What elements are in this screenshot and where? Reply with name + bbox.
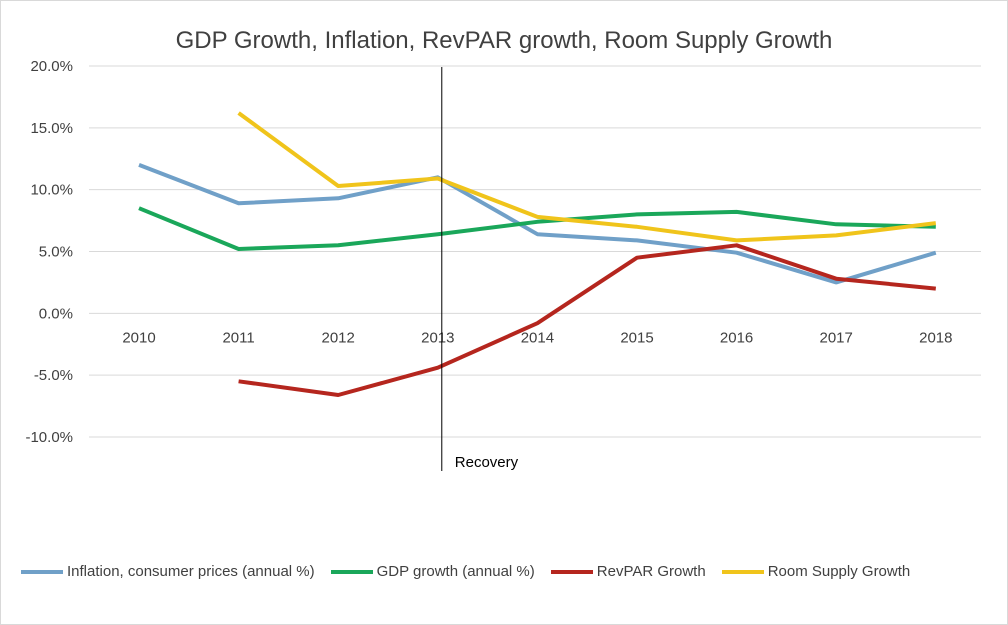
legend-swatch [21,569,63,574]
series-line-1 [138,206,936,251]
series-line-2 [238,243,936,397]
x-tick-label: 2010 [122,329,155,346]
chart-title: GDP Growth, Inflation, RevPAR growth, Ro… [175,27,833,54]
legend-label: Inflation, consumer prices (annual %) [67,563,315,580]
legend-item-3: Room Supply Growth [721,563,911,580]
x-tick-label: 2014 [521,329,554,346]
x-tick-label: 2013 [421,329,454,346]
x-tick-label: 2016 [720,329,753,346]
annotation-label: Recovery [455,454,519,471]
y-tick-label: 10.0% [30,182,73,199]
y-tick-label: -10.0% [25,429,73,446]
y-tick-label: -5.0% [34,367,73,384]
x-tick-label: 2015 [620,329,653,346]
y-axis-ticks: 20.0% 15.0% 10.0% 5.0% 0.0% -5.0% -10.0% [25,58,73,446]
legend-swatch [330,569,373,574]
annotations: Recovery [441,67,519,471]
x-tick-label: 2011 [222,329,254,346]
legend: Inflation, consumer prices (annual %) GDP… [21,563,999,580]
y-tick-label: 0.0% [39,305,73,322]
series-line-3 [237,111,937,243]
x-tick-label: 2017 [820,329,853,346]
legend-label: RevPAR Growth [596,563,706,580]
series-line-0 [138,163,937,285]
legend-item-2: RevPAR Growth [550,563,706,580]
legend-item-1: GDP growth (annual %) [330,563,535,580]
legend-label: GDP growth (annual %) [376,563,535,580]
y-tick-label: 15.0% [30,120,73,137]
x-axis-ticks: 2010 2011 2012 2013 2014 2015 2016 2017 2018 [122,329,952,346]
legend-swatch [550,569,593,574]
chart-svg: 20.0%15.0%10.0%5.0%0.0%-5.0%-10.0% 2010 2… [25,58,981,471]
series-lines [138,111,937,397]
x-tick-label: 2012 [322,329,355,346]
grid-lines [89,65,981,438]
legend-label: Room Supply Growth [767,563,911,580]
x-tick-label: 2018 [919,329,952,346]
legend-item-0: Inflation, consumer prices (annual %) [21,563,315,580]
legend-swatch [721,569,764,574]
y-tick-label: 5.0% [39,244,73,261]
y-tick-label: 20.0% [30,58,73,75]
